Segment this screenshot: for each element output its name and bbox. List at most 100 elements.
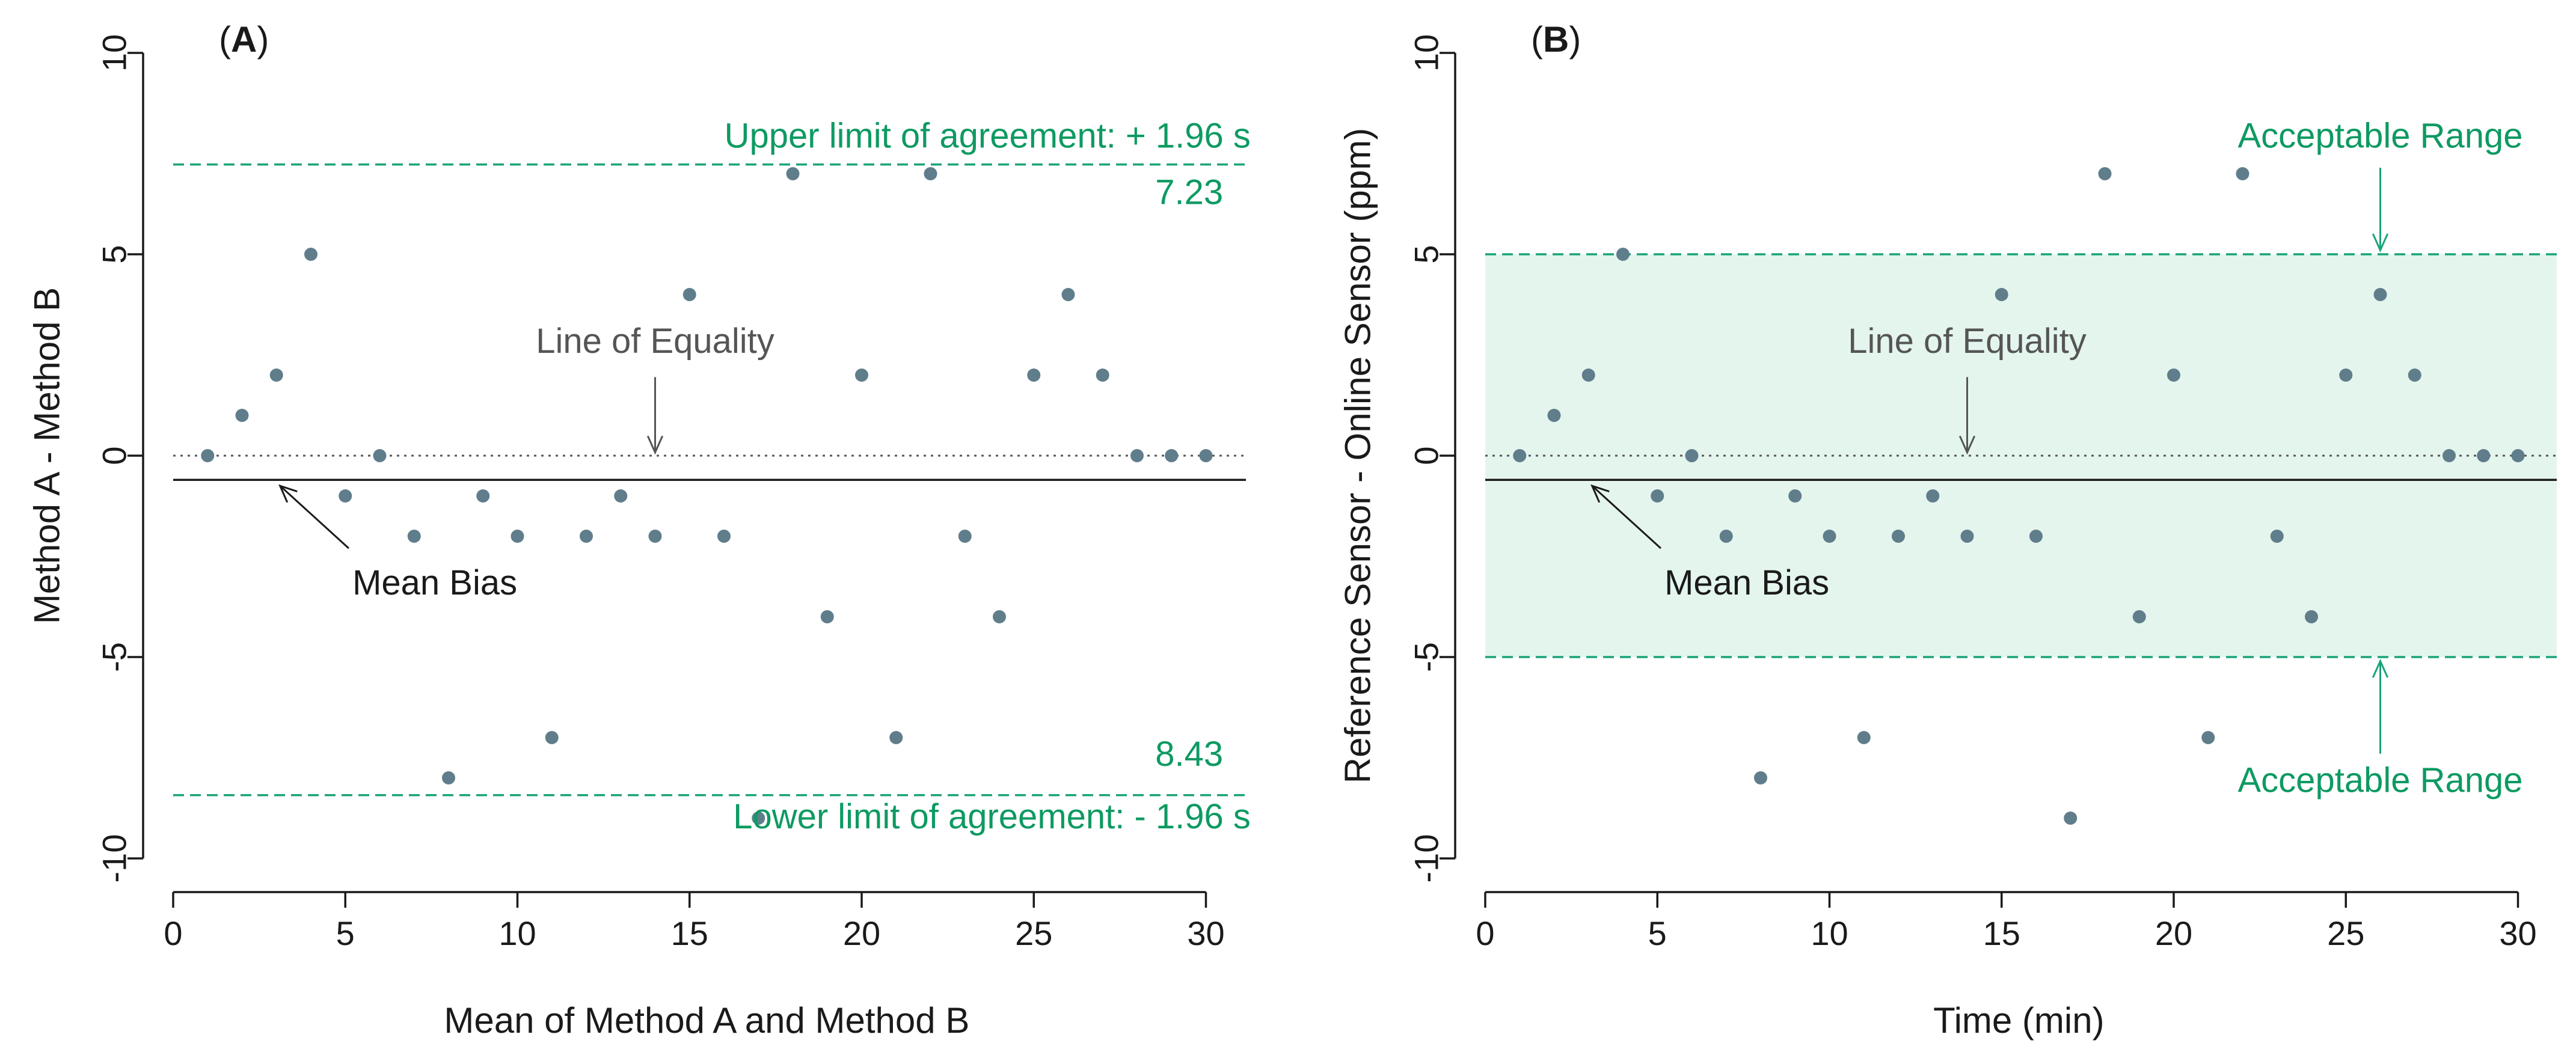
y-tick-label: -10 bbox=[1408, 834, 1446, 883]
x-tick-label: 5 bbox=[336, 914, 355, 952]
x-tick-label: 5 bbox=[1648, 914, 1667, 952]
mean-bias-label: Mean Bias bbox=[1664, 563, 1829, 602]
data-point bbox=[1892, 530, 1905, 543]
data-point bbox=[1199, 449, 1213, 462]
data-point bbox=[2201, 731, 2215, 744]
data-point bbox=[1719, 530, 1733, 543]
data-point bbox=[1027, 368, 1041, 382]
data-point bbox=[1857, 731, 1871, 744]
y-tick-label: 0 bbox=[96, 446, 133, 465]
data-point bbox=[2029, 530, 2043, 543]
equality-arrow-head bbox=[1958, 435, 1976, 455]
data-point bbox=[201, 449, 215, 462]
equality-label: Line of Equality bbox=[536, 322, 774, 361]
panel-label: (A) bbox=[219, 19, 269, 60]
panel-label-letter: A bbox=[231, 19, 257, 60]
data-point bbox=[648, 530, 662, 543]
data-point bbox=[855, 368, 868, 382]
data-point bbox=[993, 610, 1006, 623]
y-tick-label: 10 bbox=[96, 34, 133, 72]
data-point bbox=[442, 771, 455, 784]
mean-bias-arrow bbox=[1591, 485, 1661, 549]
data-point bbox=[958, 530, 972, 543]
x-tick-label: 15 bbox=[671, 914, 708, 952]
y-tick-label: -5 bbox=[96, 642, 133, 672]
data-point bbox=[373, 449, 387, 462]
data-point bbox=[752, 812, 765, 825]
data-point bbox=[786, 167, 800, 180]
x-tick-label: 30 bbox=[2499, 914, 2536, 952]
upper-range-arrow-head bbox=[2372, 233, 2389, 252]
data-point bbox=[924, 167, 937, 180]
panel-label: (B) bbox=[1531, 19, 1581, 60]
data-point bbox=[2339, 368, 2353, 382]
data-point bbox=[511, 530, 524, 543]
y-tick-label: -5 bbox=[1408, 642, 1446, 672]
mean-bias-arrow-head bbox=[278, 484, 298, 503]
data-point bbox=[1960, 530, 1974, 543]
x-tick-label: 0 bbox=[164, 914, 182, 952]
data-point bbox=[1061, 288, 1075, 301]
data-point bbox=[1926, 489, 1940, 503]
x-axis-title: Time (min) bbox=[1933, 1000, 2104, 1041]
panel-label-letter: B bbox=[1543, 19, 1569, 60]
data-point bbox=[1581, 368, 1595, 382]
mean-bias-arrow bbox=[279, 485, 349, 549]
data-point bbox=[1995, 288, 2008, 301]
data-point bbox=[580, 530, 593, 543]
data-point bbox=[2477, 449, 2491, 462]
x-tick-label: 20 bbox=[843, 914, 880, 952]
y-axis-title: Method A - Method B bbox=[27, 287, 67, 624]
y-tick-label: -10 bbox=[96, 834, 133, 883]
panel-b: -10 -5 0 5 10 0 5 10 15 20 25 30 Acceptable Range A… bbox=[1338, 19, 2557, 1041]
data-point bbox=[1096, 368, 1109, 382]
equality-arrow-head bbox=[646, 435, 664, 455]
data-point bbox=[1165, 449, 1179, 462]
mean-bias-label: Mean Bias bbox=[352, 563, 517, 602]
data-point bbox=[2064, 812, 2078, 825]
data-point bbox=[614, 489, 628, 503]
data-point bbox=[1547, 409, 1561, 422]
x-tick-label: 10 bbox=[1811, 914, 1848, 952]
data-point bbox=[407, 530, 421, 543]
data-point bbox=[2270, 530, 2284, 543]
y-tick-label: 10 bbox=[1408, 34, 1446, 72]
y-tick-label: 5 bbox=[1408, 245, 1446, 263]
data-point bbox=[717, 530, 731, 543]
x-axis-title: Mean of Method A and Method B bbox=[444, 1000, 969, 1041]
data-point bbox=[545, 731, 559, 744]
data-point bbox=[2167, 368, 2180, 382]
data-point bbox=[2373, 288, 2387, 301]
lower-limit-label: Lower limit of agreement: - 1.96 s bbox=[733, 797, 1251, 836]
data-point bbox=[269, 368, 283, 382]
data-point bbox=[1685, 449, 1699, 462]
data-point bbox=[1513, 449, 1527, 462]
data-point bbox=[2511, 449, 2525, 462]
data-point bbox=[889, 731, 903, 744]
data-point bbox=[235, 409, 249, 422]
x-tick-label: 20 bbox=[2155, 914, 2192, 952]
mean-bias-arrow-head bbox=[1590, 484, 1610, 503]
data-point bbox=[1651, 489, 1664, 503]
data-point bbox=[1616, 248, 1630, 261]
data-point bbox=[2408, 368, 2421, 382]
y-axis-title: Reference Sensor - Online Sensor (ppm) bbox=[1338, 128, 1378, 784]
lower-range-label: Acceptable Range bbox=[2238, 760, 2523, 800]
lower-limit-value: 8.43 bbox=[1155, 735, 1223, 774]
data-point bbox=[1130, 449, 1144, 462]
equality-label: Line of Equality bbox=[1848, 322, 2087, 361]
data-point bbox=[2305, 610, 2318, 623]
lower-range-arrow-head bbox=[2372, 659, 2389, 678]
x-tick-label: 30 bbox=[1187, 914, 1224, 952]
data-point bbox=[304, 248, 317, 261]
data-point bbox=[2236, 167, 2249, 180]
data-point bbox=[339, 489, 352, 503]
data-point bbox=[2132, 610, 2146, 623]
data-point bbox=[1788, 489, 1802, 503]
data-point bbox=[476, 489, 490, 503]
data-point bbox=[1754, 771, 1767, 784]
data-point bbox=[682, 288, 696, 301]
upper-range-label: Acceptable Range bbox=[2238, 116, 2523, 155]
upper-limit-label: Upper limit of agreement: + 1.96 s bbox=[725, 116, 1251, 155]
